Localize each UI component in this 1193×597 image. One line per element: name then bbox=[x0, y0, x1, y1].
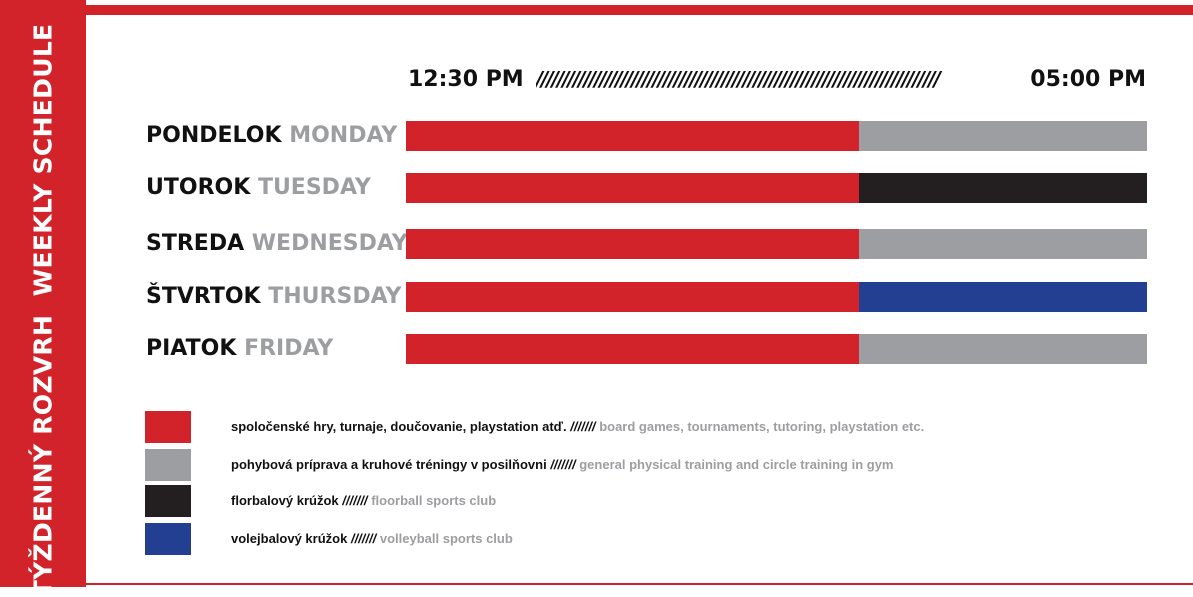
day-label: PONDELOK MONDAY bbox=[146, 121, 397, 151]
legend-item-volleyball: volejbalový krúžok /////// volleyball sp… bbox=[145, 523, 1145, 555]
legend-separator: /////// bbox=[342, 493, 368, 508]
legend-text: spoločenské hry, turnaje, doučovanie, pl… bbox=[231, 411, 924, 443]
day-name-en: FRIDAY bbox=[244, 336, 334, 361]
bar-segment-activities bbox=[406, 282, 859, 312]
legend-text-sk: pohybová príprava a kruhové tréningy v p… bbox=[231, 457, 547, 472]
bar-segment-second bbox=[859, 229, 1147, 259]
day-name-sk: STREDA bbox=[146, 231, 245, 256]
day-name-sk: ŠTVRTOK bbox=[146, 284, 261, 309]
bar-segment-activities bbox=[406, 173, 859, 203]
day-name-sk: PIATOK bbox=[146, 336, 237, 361]
day-name-en: THURSDAY bbox=[268, 284, 402, 309]
legend-text-en: volleyball sports club bbox=[379, 531, 513, 546]
sidebar-title-sk: TÝŽDENNÝ ROZVRH bbox=[28, 314, 58, 597]
legend-separator: /////// bbox=[570, 419, 596, 434]
bar-segment-second bbox=[859, 121, 1147, 151]
sidebar: WEEKLY SCHEDULE TÝŽDENNÝ ROZVRH bbox=[0, 0, 86, 597]
legend-text-sk: volejbalový krúžok bbox=[231, 531, 348, 546]
schedule-bar bbox=[406, 334, 1147, 364]
day-label: PIATOK FRIDAY bbox=[146, 334, 333, 364]
day-name-en: MONDAY bbox=[289, 123, 398, 148]
timeline-end: 05:00 PM bbox=[1030, 66, 1146, 92]
schedule-bar bbox=[406, 121, 1147, 151]
timeline-start: 12:30 PM bbox=[408, 66, 524, 92]
day-row-monday: PONDELOK MONDAY bbox=[146, 121, 1147, 151]
day-name-en: TUESDAY bbox=[257, 175, 371, 200]
day-row-wednesday: STREDA WEDNESDAY bbox=[146, 229, 1147, 259]
bar-segment-second bbox=[859, 173, 1147, 203]
legend-separator: /////// bbox=[550, 457, 576, 472]
day-name-en: WEDNESDAY bbox=[251, 231, 408, 256]
bar-segment-second bbox=[859, 282, 1147, 312]
day-row-thursday: ŠTVRTOK THURSDAY bbox=[146, 282, 1147, 312]
bar-segment-activities bbox=[406, 229, 859, 259]
schedule-bar bbox=[406, 282, 1147, 312]
legend-text-sk: spoločenské hry, turnaje, doučovanie, pl… bbox=[231, 419, 567, 434]
legend-text: volejbalový krúžok /////// volleyball sp… bbox=[231, 523, 513, 555]
bar-segment-activities bbox=[406, 121, 859, 151]
legend-text-en: general physical training and circle tra… bbox=[579, 457, 894, 472]
timeline-header: 12:30 PM ///////////////////////////////… bbox=[408, 63, 1146, 95]
legend-separator: /////// bbox=[350, 531, 377, 546]
sidebar-title-en: WEEKLY SCHEDULE bbox=[28, 23, 58, 297]
top-rule bbox=[86, 5, 1193, 15]
legend-item-gym: pohybová príprava a kruhové tréningy v p… bbox=[145, 449, 1145, 481]
day-label: ŠTVRTOK THURSDAY bbox=[146, 282, 401, 312]
bar-segment-activities bbox=[406, 334, 859, 364]
schedule-bar bbox=[406, 229, 1147, 259]
legend-swatch bbox=[145, 449, 191, 481]
legend-swatch bbox=[145, 523, 191, 555]
legend-text-en: board games, tournaments, tutoring, play… bbox=[599, 419, 925, 434]
legend-text: florbalový krúžok /////// floorball spor… bbox=[231, 485, 496, 517]
legend-text: pohybová príprava a kruhové tréningy v p… bbox=[231, 449, 893, 481]
day-row-friday: PIATOK FRIDAY bbox=[146, 334, 1147, 364]
day-row-tuesday: UTOROK TUESDAY bbox=[146, 173, 1147, 203]
day-name-sk: PONDELOK bbox=[146, 123, 282, 148]
legend-item-floorball: florbalový krúžok /////// floorball spor… bbox=[145, 485, 1145, 517]
legend-item-activities: spoločenské hry, turnaje, doučovanie, pl… bbox=[145, 411, 1145, 443]
legend-swatch bbox=[145, 411, 191, 443]
schedule-bar bbox=[406, 173, 1147, 203]
day-label: STREDA WEDNESDAY bbox=[146, 229, 408, 259]
legend-text-en: floorball sports club bbox=[371, 493, 497, 508]
legend-text-sk: florbalový krúžok bbox=[231, 493, 339, 508]
bottom-rule bbox=[86, 583, 1193, 585]
day-name-sk: UTOROK bbox=[146, 175, 251, 200]
timeline-slashes: ////////////////////////////////////////… bbox=[535, 67, 941, 91]
bar-segment-second bbox=[859, 334, 1147, 364]
legend-swatch bbox=[145, 485, 191, 517]
day-label: UTOROK TUESDAY bbox=[146, 173, 371, 203]
